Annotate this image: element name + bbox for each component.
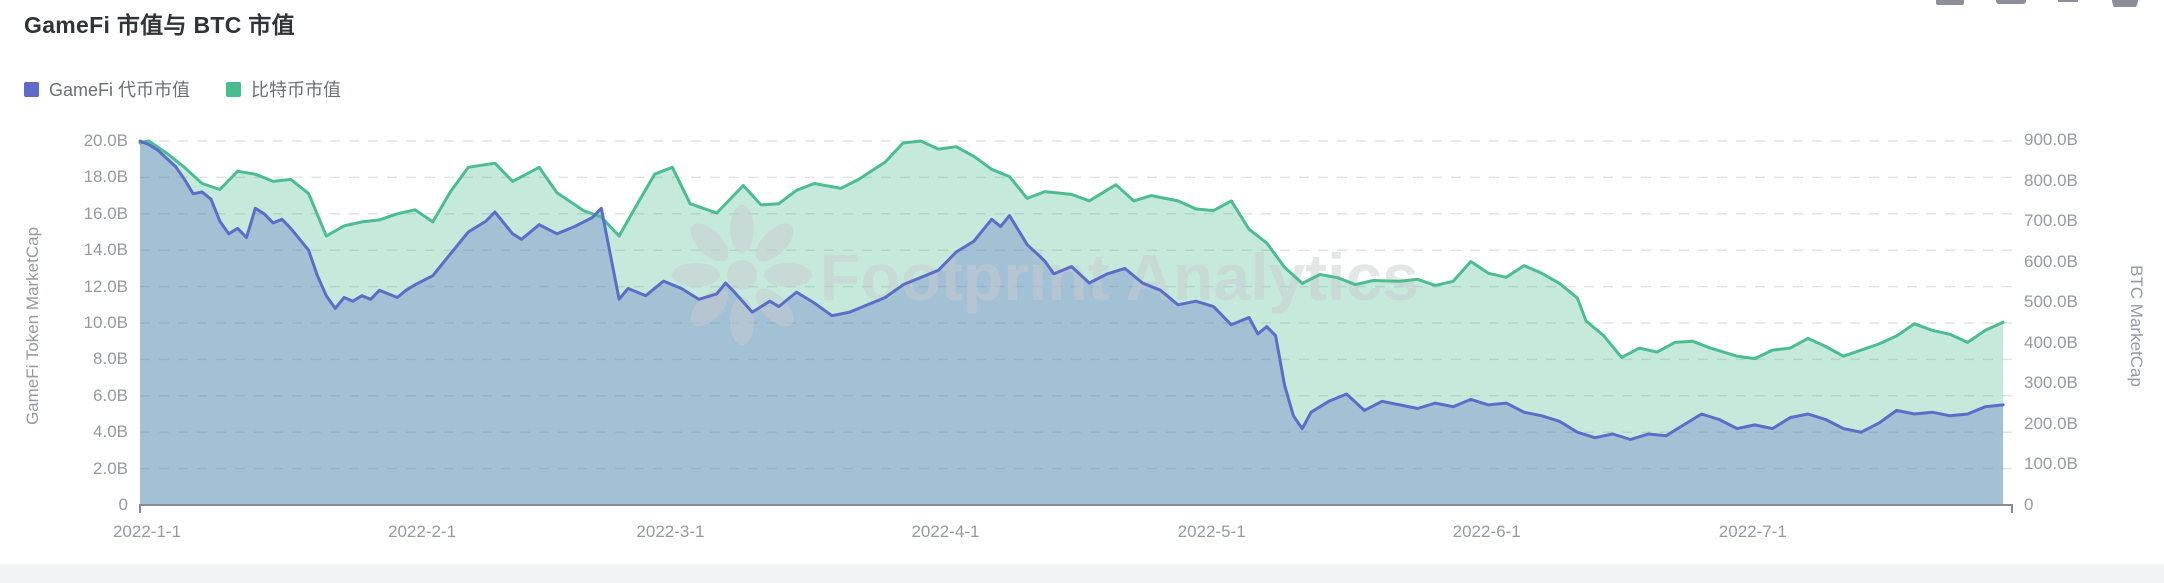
footprint-flower-logo (730, 205, 754, 253)
help-circle-icon[interactable] (2112, 0, 2138, 7)
screenshot-icon[interactable] (1996, 0, 2026, 4)
y-right-tick-label: 500.0B (2024, 292, 2078, 312)
x-axis-tick-label: 2022-2-1 (388, 522, 457, 541)
footprint-flower-logo (672, 263, 720, 287)
btc-legend-swatch-icon (226, 81, 242, 97)
footprint-flower-logo (755, 223, 794, 262)
y-axis-right-title: BTC MarketCap (2127, 265, 2146, 387)
y-right-tick-label: 200.0B (2024, 413, 2078, 433)
x-axis-tick-label: 2022-5-1 (1177, 522, 1246, 541)
y-left-tick-label: 0 (118, 495, 128, 514)
legend-item-btc[interactable]: 比特币市值 (226, 76, 341, 102)
y-right-tick-label: 100.0B (2024, 454, 2078, 474)
footprint-flower-logo (764, 263, 812, 287)
y-right-tick-label: 400.0B (2024, 332, 2078, 352)
x-axis-tick-label: 2022-1-1 (112, 522, 182, 541)
gamefi-line (138, 139, 2005, 441)
page-title: GameFi 市值与 BTC 市值 (24, 12, 295, 38)
legend: GameFi 代币市值 比特币市值 (24, 76, 341, 102)
y-right-tick-label: 900.0B (2024, 130, 2078, 149)
chart-toolbar (1924, 0, 2154, 7)
y-left-tick-label: 16.0B (83, 203, 128, 223)
y-right-tick-label: 600.0B (2024, 251, 2078, 271)
footprint-flower-logo (730, 297, 754, 345)
gamefi-legend-swatch-icon (24, 81, 39, 97)
y-left-tick-label: 20.0B (83, 131, 128, 150)
y-right-tick-label: 700.0B (2024, 211, 2078, 231)
y-left-tick-label: 4.0B (93, 422, 128, 442)
y-left-tick-label: 2.0B (93, 458, 128, 478)
legend-label-gamefi: GameFi 代币市值 (49, 80, 191, 100)
y-left-tick-label: 6.0B (93, 385, 128, 405)
collapse-icon[interactable] (2058, 0, 2078, 2)
y-right-tick-label: 300.0B (2024, 373, 2078, 393)
legend-item-gamefi[interactable]: GameFi 代币市值 (24, 76, 190, 102)
y-left-tick-label: 18.0B (83, 167, 128, 187)
gridlines (140, 140, 2012, 470)
y-left-tick-label: 8.0B (93, 349, 128, 369)
y-left-tick-label: 12.0B (83, 276, 128, 296)
page-background-strip (0, 565, 2164, 583)
x-axis-line (139, 504, 2013, 513)
y-right-tick-label: 0 (2024, 495, 2034, 514)
y-axis-left-title: GameFi Token MarketCap (23, 226, 42, 426)
y-left-tick-label: 14.0B (83, 240, 128, 260)
x-axis-tick-label: 2022-6-1 (1452, 522, 1521, 541)
chart-style-icon[interactable] (1936, 0, 1964, 5)
footprint-flower-logo (690, 288, 729, 327)
legend-label-btc: 比特币市值 (251, 80, 342, 100)
y-right-tick-label: 800.0B (2024, 170, 2078, 190)
footprint-watermark: Footprint Analytics (672, 205, 1419, 345)
y-left-tick-label: 10.0B (83, 313, 128, 332)
btc-line (138, 139, 2005, 361)
x-axis-tick-label: 2022-3-1 (636, 522, 705, 541)
x-axis-tick-label: 2022-7-1 (1718, 522, 1787, 541)
x-axis-tick-label: 2022-4-1 (911, 522, 980, 541)
footprint-flower-logo (755, 288, 794, 327)
footprint-flower-logo (690, 223, 729, 262)
